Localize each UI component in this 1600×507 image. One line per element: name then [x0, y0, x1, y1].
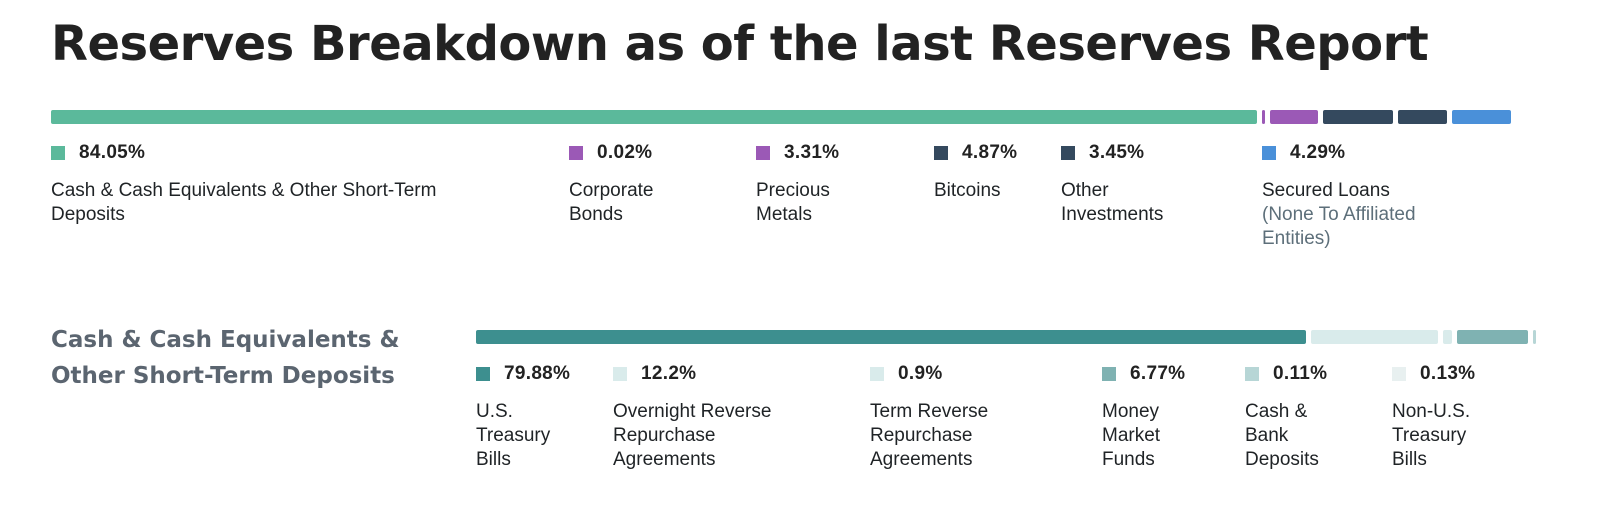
legend-percent: 12.2%	[641, 363, 697, 384]
legend-percent: 0.13%	[1420, 363, 1476, 384]
legend-item-overnight-reverse-repo: 12.2% Overnight Reverse Repurchase Agree…	[613, 363, 813, 472]
legend-note: (None To Affiliated Entities)	[1262, 204, 1416, 249]
legend-swatch	[1061, 146, 1075, 160]
legend-swatch	[51, 146, 65, 160]
legend-percent: 3.31%	[784, 142, 840, 163]
breakdown-heading: Cash & Cash Equivalents & Other Short-Te…	[51, 327, 400, 389]
legend-percent: 0.02%	[597, 142, 653, 163]
bar-segment-corporate-bonds	[1262, 110, 1266, 124]
bar-segment-cash-bank-deposits	[1532, 330, 1536, 344]
legend-label: Cash & Cash Equivalents & Other Short-Te…	[51, 180, 437, 225]
legend-item-cash: 84.05% Cash & Cash Equivalents & Other S…	[51, 142, 511, 227]
legend-percent: 0.9%	[898, 363, 943, 384]
legend-item-money-market-funds: 6.77% Money Market Funds	[1102, 363, 1202, 472]
legend-label: Secured Loans	[1262, 180, 1390, 201]
cash-breakdown-stacked-bar	[476, 330, 1540, 344]
legend-swatch	[1392, 367, 1406, 381]
legend-percent: 4.87%	[962, 142, 1018, 163]
legend-label: Money Market Funds	[1102, 401, 1161, 470]
legend-swatch	[756, 146, 770, 160]
legend-swatch	[569, 146, 583, 160]
legend-label: Non-U.S. Treasury Bills	[1392, 401, 1471, 470]
legend-label: U.S. Treasury Bills	[476, 401, 551, 470]
legend-item-cash-bank-deposits: 0.11% Cash & Bank Deposits	[1245, 363, 1345, 472]
legend-label: Corporate Bonds	[569, 180, 654, 225]
legend-label: Bitcoins	[934, 180, 1001, 201]
legend-percent: 0.11%	[1273, 363, 1328, 384]
legend-label: Other Investments	[1061, 180, 1164, 225]
page-title: Reserves Breakdown as of the last Reserv…	[51, 16, 1429, 72]
bar-segment-u-s-treasury-bills	[476, 330, 1307, 344]
bar-segment-other-investments	[1397, 110, 1448, 124]
legend-swatch	[1102, 367, 1116, 381]
legend-percent: 4.29%	[1290, 142, 1346, 163]
bar-segment-bitcoins	[1322, 110, 1393, 124]
bar-segment-cash-cash-equivalents-other-short-term-deposits	[51, 110, 1258, 124]
legend-percent: 84.05%	[79, 142, 146, 163]
legend-item-bitcoins: 4.87% Bitcoins	[934, 142, 1044, 203]
legend-item-non-us-treasury-bills: 0.13% Non-U.S. Treasury Bills	[1392, 363, 1492, 472]
legend-swatch	[870, 367, 884, 381]
legend-label: Precious Metals	[756, 180, 830, 225]
legend-label: Overnight Reverse Repurchase Agreements	[613, 401, 772, 470]
legend-swatch	[613, 367, 627, 381]
legend-item-precious-metals: 3.31% Precious Metals	[756, 142, 876, 227]
bar-segment-precious-metals	[1270, 110, 1318, 124]
legend-swatch	[1262, 146, 1276, 160]
bar-segment-overnight-reverse-repurchase-agreements	[1311, 330, 1438, 344]
legend-label: Cash & Bank Deposits	[1245, 401, 1319, 470]
legend-percent: 79.88%	[504, 363, 571, 384]
bar-segment-money-market-funds	[1457, 330, 1528, 344]
bar-segment-term-reverse-repurchase-agreements	[1442, 330, 1453, 344]
bar-segment-secured-loans	[1452, 110, 1511, 124]
legend-percent: 6.77%	[1130, 363, 1186, 384]
legend-item-corporate-bonds: 0.02% Corporate Bonds	[569, 142, 699, 227]
reserves-stacked-bar	[51, 110, 1511, 124]
legend-item-term-reverse-repo: 0.9% Term Reverse Repurchase Agreements	[870, 363, 1020, 472]
legend-swatch	[1245, 367, 1259, 381]
legend-percent: 3.45%	[1089, 142, 1145, 163]
legend-swatch	[476, 367, 490, 381]
legend-item-us-treasury-bills: 79.88% U.S. Treasury Bills	[476, 363, 586, 472]
legend-label: Term Reverse Repurchase Agreements	[870, 401, 989, 470]
legend-item-secured-loans: 4.29% Secured Loans (None To Affiliated …	[1262, 142, 1467, 251]
legend-item-other-investments: 3.45% Other Investments	[1061, 142, 1191, 227]
legend-swatch	[934, 146, 948, 160]
